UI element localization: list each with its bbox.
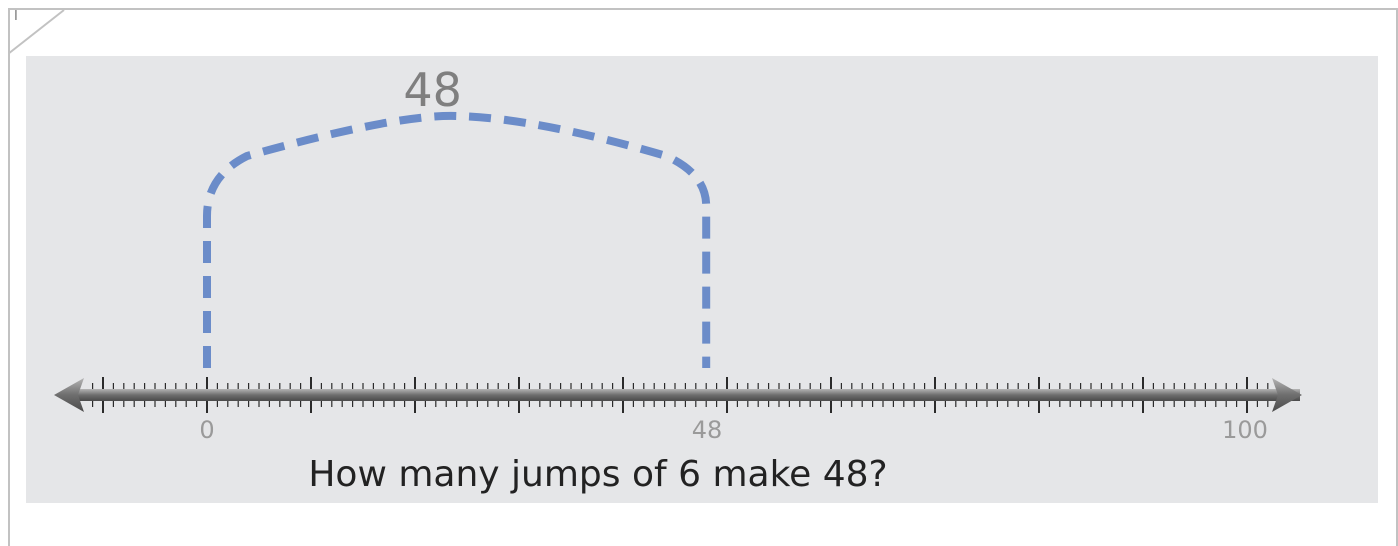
page-marker: I <box>14 9 18 24</box>
question-text: How many jumps of 6 make 48? <box>308 454 887 495</box>
jump-arc <box>203 111 711 368</box>
corner-fold-icon <box>8 9 65 55</box>
tick-label-100: 100 <box>1222 416 1268 444</box>
number-line-diagram: 48 0 48 100 How many jumps of 6 make 48? <box>54 63 1302 495</box>
right-arrow-icon <box>1272 378 1302 412</box>
left-arrow-icon <box>54 378 84 412</box>
number-line-axis <box>76 389 1300 401</box>
number-line-panel <box>26 56 1378 503</box>
canvas-frame <box>8 8 1398 546</box>
jump-label: 48 <box>403 63 462 117</box>
tick-marks <box>91 377 1269 413</box>
tick-label-0: 0 <box>199 416 214 444</box>
tick-label-48: 48 <box>692 416 723 444</box>
